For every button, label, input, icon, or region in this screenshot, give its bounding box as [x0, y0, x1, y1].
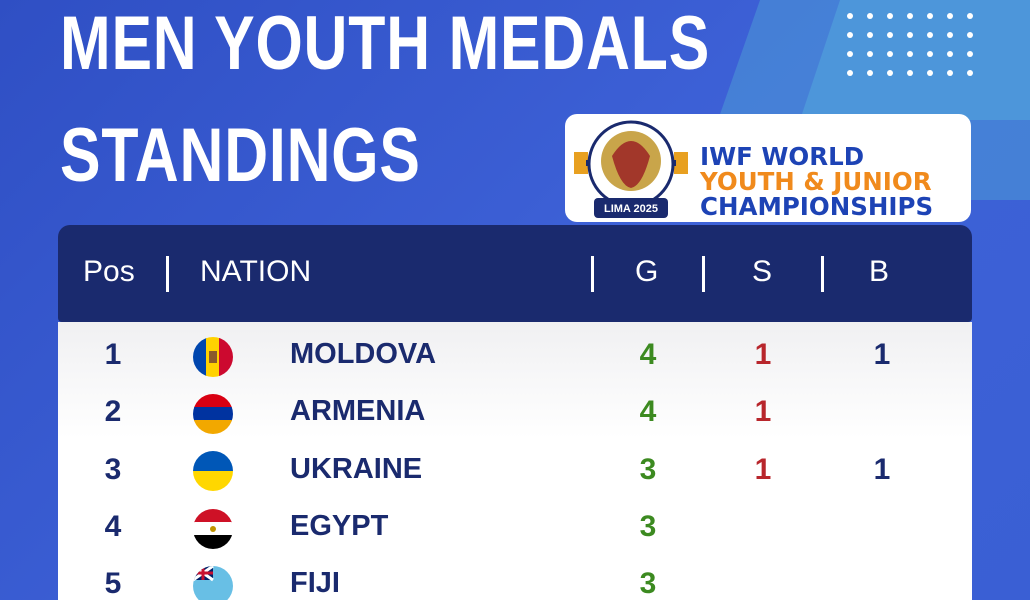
decor-dot — [967, 13, 973, 19]
decor-dot — [887, 13, 893, 19]
bronze-count: 1 — [873, 338, 891, 371]
flag — [193, 566, 233, 600]
flags — [193, 337, 233, 600]
decor-dot — [847, 51, 853, 57]
nation-name: FIJI — [290, 567, 340, 600]
nation-name: EGYPT — [290, 509, 389, 542]
decor-dot — [947, 70, 953, 76]
position: 4 — [104, 509, 122, 543]
decor-dot — [947, 32, 953, 38]
decor-dot — [907, 51, 913, 57]
silver-count: 1 — [754, 395, 772, 429]
flag — [193, 394, 233, 434]
gold-count: 4 — [639, 338, 657, 371]
nation-name: UKRAINE — [290, 452, 423, 485]
decor-dot — [887, 51, 893, 57]
column-header: Pos — [83, 255, 135, 288]
gold-count: 4 — [639, 395, 657, 429]
separator — [166, 256, 169, 292]
nation-name: MOLDOVA — [290, 338, 437, 370]
decor-dot — [867, 70, 873, 76]
gold-count: 3 — [639, 567, 657, 600]
separator — [702, 256, 705, 292]
position: 3 — [104, 452, 122, 486]
decor-dot — [867, 51, 873, 57]
separator — [821, 256, 824, 292]
logo-text: YOUTH & JUNIOR — [700, 167, 932, 196]
nation-name: ARMENIA — [290, 395, 426, 428]
decor-dot — [847, 70, 853, 76]
flag — [193, 509, 233, 549]
position: 1 — [104, 338, 122, 371]
separator — [591, 256, 594, 292]
logo-emblem: LIMA 2025 — [574, 120, 688, 218]
decor-dot — [927, 32, 933, 38]
decor-dot — [927, 51, 933, 57]
decor-dot — [947, 51, 953, 57]
flag — [193, 337, 233, 377]
decor-dot — [907, 13, 913, 19]
column-header: S — [752, 255, 773, 288]
decor-dot — [927, 70, 933, 76]
column-header: B — [869, 255, 890, 288]
logo-text: IWF WORLD — [700, 142, 865, 171]
decor-dot — [907, 70, 913, 76]
decor-dot — [887, 70, 893, 76]
decor-dot — [847, 13, 853, 19]
decor-dot — [967, 70, 973, 76]
position: 2 — [104, 395, 122, 429]
bronze-count: 1 — [873, 452, 891, 486]
logo-text: CHAMPIONSHIPS — [700, 192, 934, 221]
gold-count: 3 — [639, 452, 657, 486]
silver-count: 1 — [754, 452, 772, 486]
logo-badge: LIMA 2025 — [604, 203, 658, 215]
table-header — [58, 225, 972, 322]
position: 5 — [104, 567, 122, 600]
decor-dot — [947, 13, 953, 19]
silver-count: 1 — [754, 338, 772, 371]
decor-dot — [867, 13, 873, 19]
column-header: NATION — [200, 255, 312, 288]
decor-dot — [927, 13, 933, 19]
decor-dot — [887, 32, 893, 38]
decor-dot — [967, 32, 973, 38]
decor-dot — [907, 32, 913, 38]
decor-dot — [867, 32, 873, 38]
gold-count: 3 — [639, 509, 657, 543]
column-header: G — [635, 255, 659, 288]
flag — [193, 451, 233, 491]
decor-dot — [847, 32, 853, 38]
title-line: STANDINGS — [60, 113, 421, 198]
title-line: MEN YOUTH MEDALS — [60, 1, 711, 86]
decor-dot — [967, 51, 973, 57]
